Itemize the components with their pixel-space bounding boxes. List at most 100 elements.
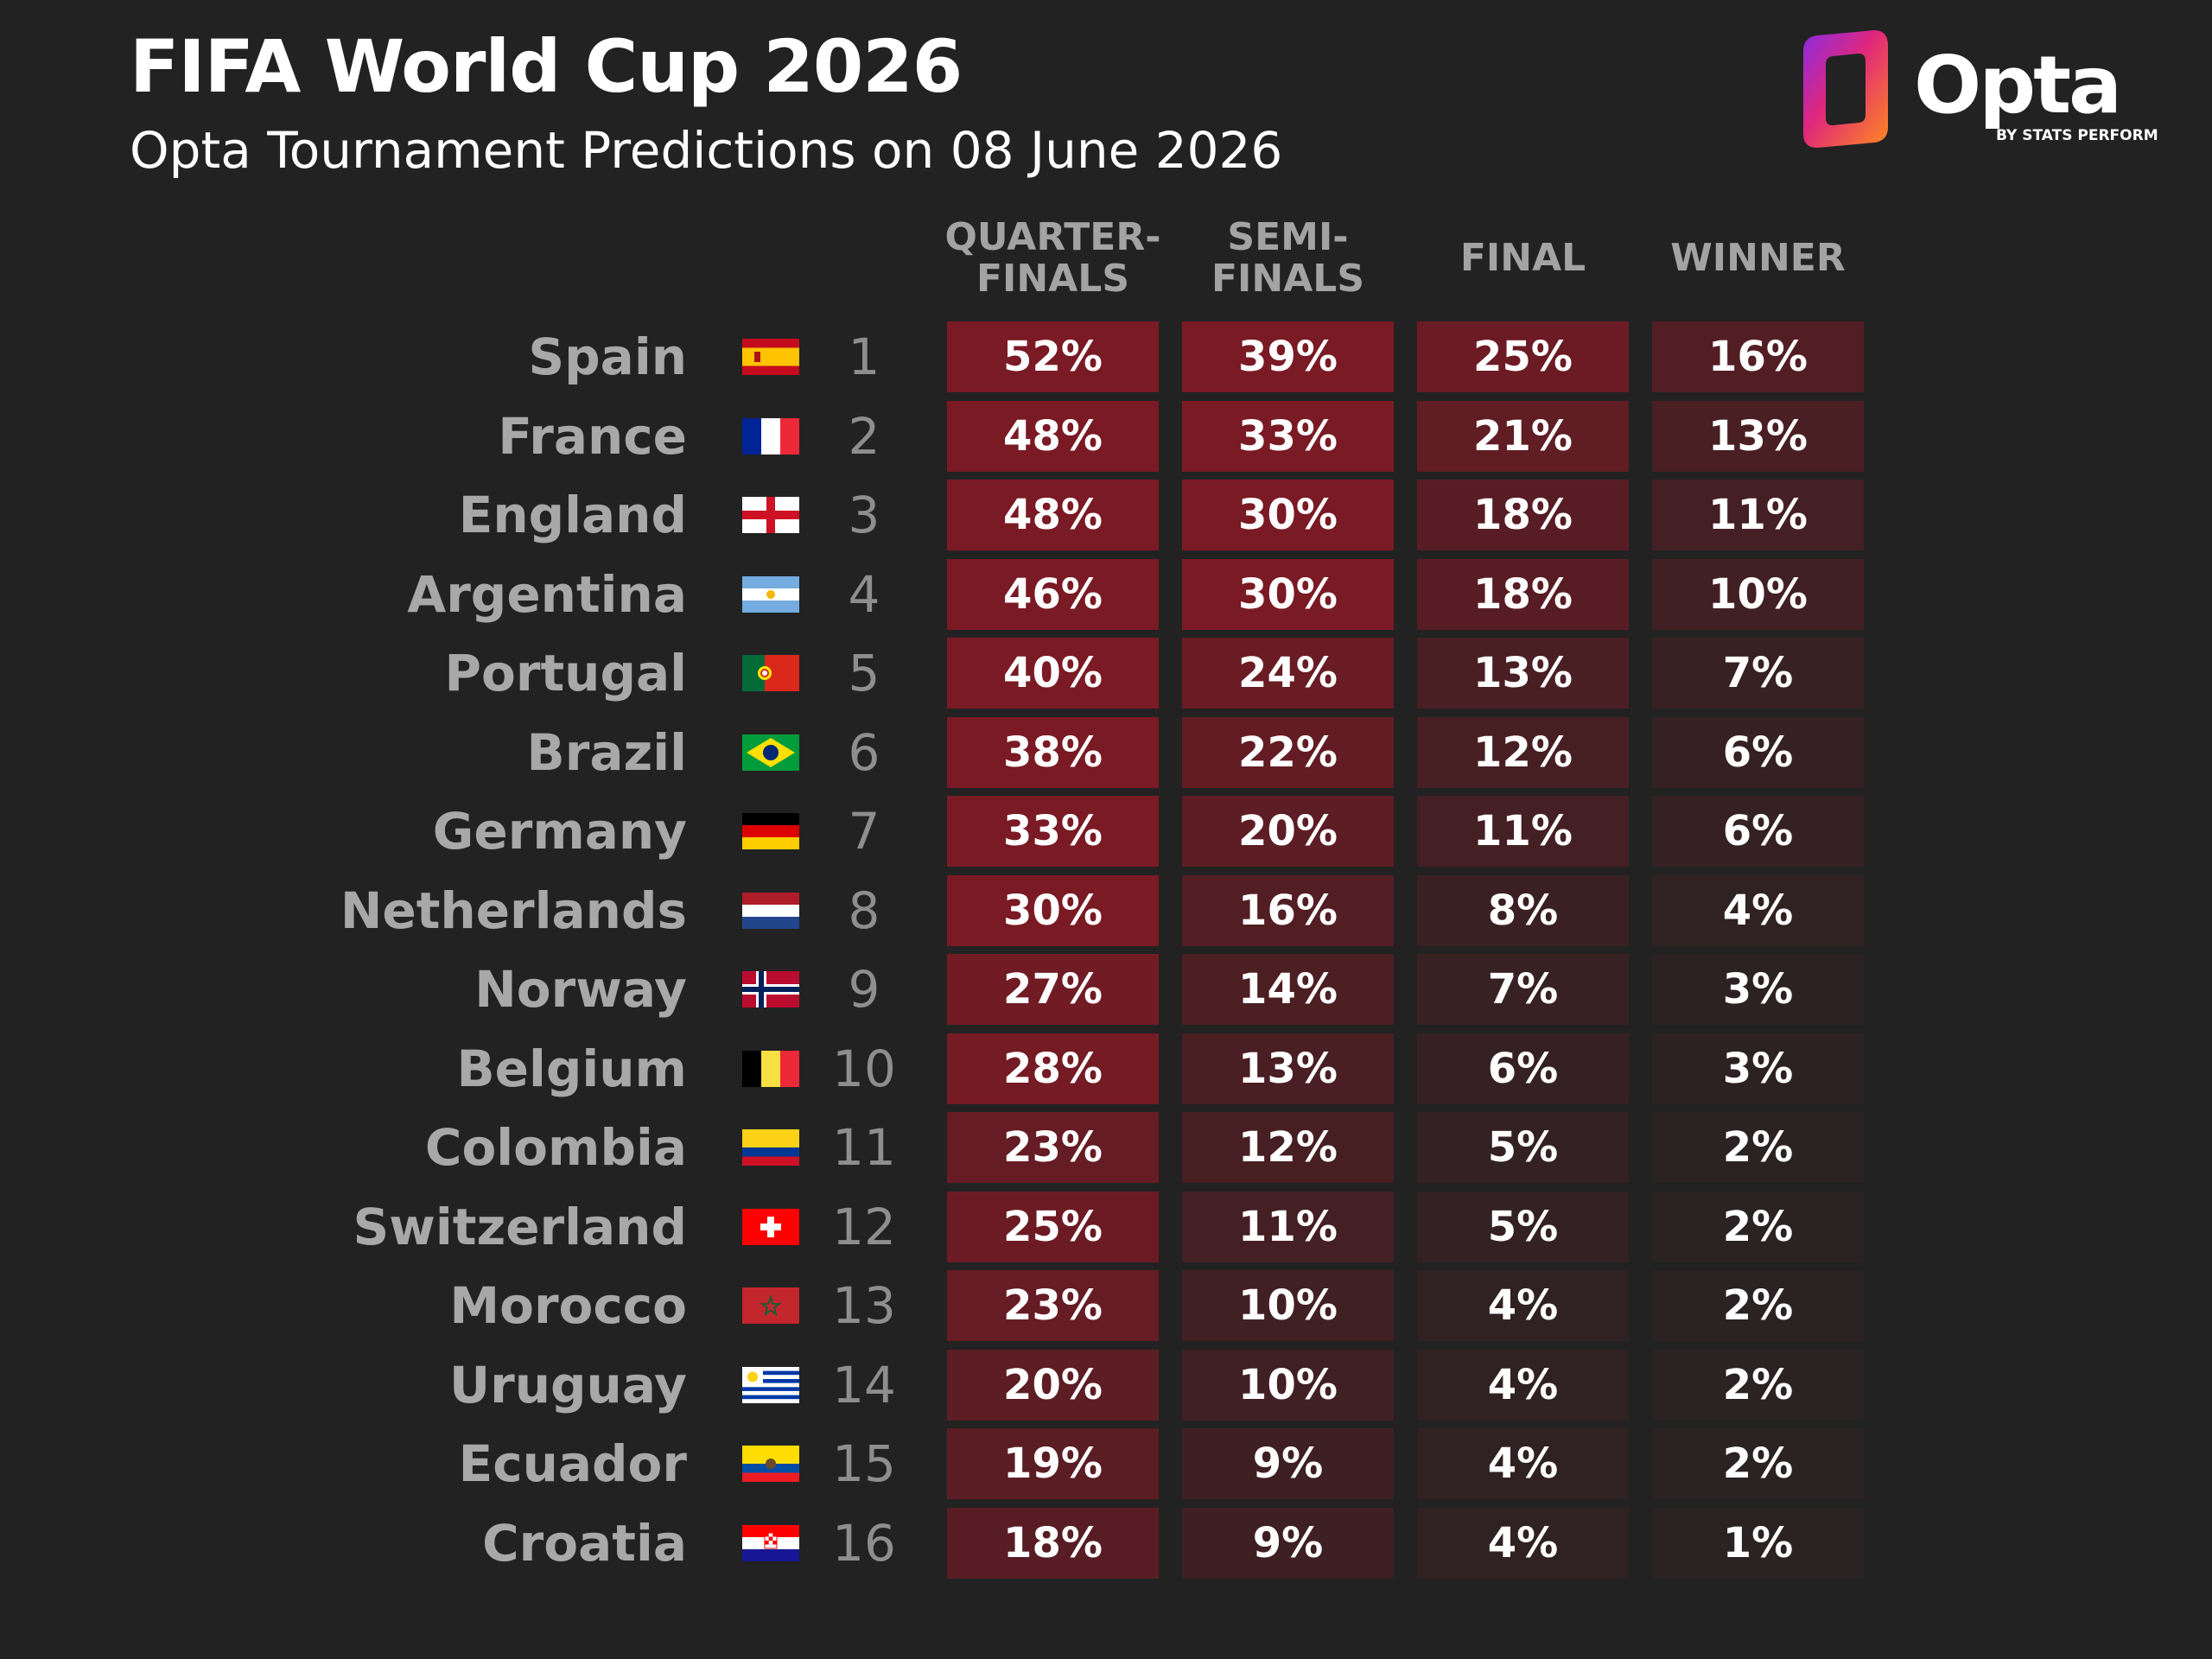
- probability-cell: 4%: [1417, 1270, 1629, 1341]
- table-row: Uruguay 14 20% 10% 4% 2%: [0, 1349, 2212, 1421]
- argentina-flag: [742, 575, 799, 613]
- rank-number: 8: [848, 880, 880, 940]
- probability-cell: 2%: [1652, 1270, 1864, 1341]
- rank-number: 2: [848, 406, 880, 466]
- country-name: France: [498, 406, 687, 466]
- country-name: Uruguay: [449, 1355, 687, 1414]
- country-name: Belgium: [456, 1039, 687, 1098]
- probability-cell: 10%: [1652, 558, 1864, 630]
- country-name: Morocco: [449, 1276, 687, 1335]
- table-row: France 2 48% 33% 21% 13%: [0, 400, 2212, 472]
- probability-cell: 27%: [947, 954, 1159, 1025]
- probability-cell: 33%: [1182, 400, 1394, 472]
- rank-number: 5: [848, 644, 880, 702]
- uruguay-flag: [742, 1366, 799, 1403]
- table-row: Brazil 6 38% 22% 12% 6%: [0, 716, 2212, 788]
- probability-cell: 33%: [947, 796, 1159, 867]
- rank-number: 1: [848, 327, 880, 386]
- probability-cell: 13%: [1417, 638, 1629, 709]
- table-row: Portugal 5 40% 24% 13% 7%: [0, 638, 2212, 709]
- probability-cell: 4%: [1417, 1428, 1629, 1499]
- rank-number: 11: [832, 1118, 896, 1177]
- probability-cell: 6%: [1652, 796, 1864, 867]
- column-header: QUARTER- FINALS: [944, 215, 1161, 301]
- probability-cell: 6%: [1652, 716, 1864, 788]
- rank-number: 13: [832, 1276, 896, 1335]
- column-header: FINAL: [1459, 236, 1586, 280]
- probability-cell: 20%: [1182, 796, 1394, 867]
- country-name: Brazil: [526, 722, 687, 782]
- country-name: Colombia: [424, 1118, 687, 1177]
- probability-cell: 7%: [1417, 954, 1629, 1025]
- table-row: Germany 7 33% 20% 11% 6%: [0, 796, 2212, 867]
- probability-cell: 30%: [1182, 480, 1394, 550]
- probability-cell: 48%: [947, 400, 1159, 472]
- brazil-flag: [742, 734, 799, 771]
- switzerland-flag: [742, 1208, 799, 1245]
- netherlands-flag: [742, 892, 799, 929]
- table-row: Netherlands 8 30% 16% 8% 4%: [0, 874, 2212, 946]
- probability-cell: 19%: [947, 1428, 1159, 1499]
- page-subtitle: Opta Tournament Predictions on 08 June 2…: [130, 121, 1283, 180]
- portugal-flag: [742, 655, 799, 691]
- opta-byline: BY STATS PERFORM: [1996, 127, 2158, 144]
- probability-cell: 6%: [1417, 1033, 1629, 1104]
- column-header: WINNER: [1670, 236, 1846, 280]
- probability-cell: 28%: [947, 1033, 1159, 1104]
- probability-cell: 23%: [947, 1270, 1159, 1341]
- probability-cell: 14%: [1182, 954, 1394, 1025]
- probability-cell: 25%: [1417, 321, 1629, 392]
- rank-number: 16: [832, 1513, 896, 1573]
- probability-cell: 11%: [1182, 1191, 1394, 1262]
- table-row: Argentina 4 46% 30% 18% 10%: [0, 558, 2212, 630]
- probability-cell: 1%: [1652, 1507, 1864, 1579]
- probability-cell: 16%: [1652, 321, 1864, 392]
- colombia-flag: [742, 1129, 799, 1166]
- probability-cell: 2%: [1652, 1112, 1864, 1183]
- probability-cell: 38%: [947, 716, 1159, 788]
- probability-cell: 2%: [1652, 1349, 1864, 1421]
- probability-cell: 7%: [1652, 638, 1864, 709]
- probability-cell: 46%: [947, 558, 1159, 630]
- probability-cell: 16%: [1182, 874, 1394, 946]
- probability-cell: 4%: [1652, 874, 1864, 946]
- probability-cell: 2%: [1652, 1191, 1864, 1262]
- rank-number: 14: [832, 1355, 896, 1414]
- probability-cell: 8%: [1417, 874, 1629, 946]
- country-name: Spain: [528, 327, 687, 386]
- rank-number: 3: [848, 486, 880, 544]
- table-row: Norway 9 27% 14% 7% 3%: [0, 954, 2212, 1025]
- country-name: Germany: [432, 802, 687, 861]
- probability-cell: 9%: [1182, 1507, 1394, 1579]
- probability-cell: 2%: [1652, 1428, 1864, 1499]
- rank-number: 4: [848, 564, 880, 624]
- ecuador-flag: [742, 1446, 799, 1482]
- rank-number: 10: [832, 1039, 896, 1098]
- probability-cell: 23%: [947, 1112, 1159, 1183]
- morocco-flag: [742, 1287, 799, 1324]
- country-name: Switzerland: [353, 1197, 688, 1256]
- rank-number: 7: [848, 802, 880, 861]
- table-row: Colombia 11 23% 12% 5% 2%: [0, 1112, 2212, 1183]
- probability-cell: 12%: [1417, 716, 1629, 788]
- table-row: Ecuador 15 19% 9% 4% 2%: [0, 1428, 2212, 1499]
- probability-cell: 5%: [1417, 1112, 1629, 1183]
- england-flag: [742, 497, 799, 533]
- country-name: Netherlands: [340, 880, 687, 940]
- opta-logo-icon: [1803, 30, 1888, 148]
- country-name: Portugal: [444, 644, 687, 702]
- country-name: Ecuador: [458, 1434, 687, 1493]
- probability-cell: 3%: [1652, 1033, 1864, 1104]
- column-header: SEMI- FINALS: [1211, 215, 1365, 301]
- probability-cell: 5%: [1417, 1191, 1629, 1262]
- probability-cell: 52%: [947, 321, 1159, 392]
- probability-cell: 24%: [1182, 638, 1394, 709]
- probability-cell: 3%: [1652, 954, 1864, 1025]
- table-row: Morocco 13 23% 10% 4% 2%: [0, 1270, 2212, 1341]
- probability-cell: 21%: [1417, 400, 1629, 472]
- rank-number: 15: [832, 1434, 896, 1493]
- germany-flag: [742, 813, 799, 849]
- france-flag: [742, 417, 799, 454]
- table-row: Croatia 16 18% 9% 4% 1%: [0, 1507, 2212, 1579]
- probability-cell: 18%: [947, 1507, 1159, 1579]
